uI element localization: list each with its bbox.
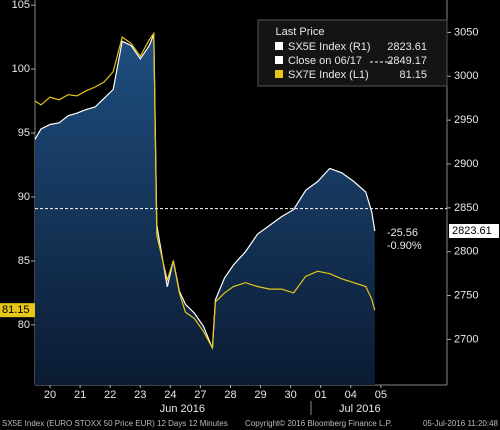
month-label: Jun 2016 <box>160 403 205 415</box>
x-tick-label: 05 <box>375 389 387 401</box>
last-value: 81.15 <box>2 304 30 316</box>
last-value-box <box>449 223 499 238</box>
footer-text: Copyright© 2016 Bloomberg Finance L.P. <box>245 419 392 428</box>
line <box>34 31 376 351</box>
annotation: -25.56 <box>387 227 418 239</box>
footer-text: SX5E Index (EURO STOXX 50 Price EUR) 12 … <box>2 419 228 428</box>
y2-tick-label: 3050 <box>454 26 478 38</box>
y-tick-label: 85 <box>18 255 30 267</box>
area <box>35 34 375 385</box>
x-tick-label: 23 <box>134 389 146 401</box>
legend-value: 81.15 <box>399 69 427 81</box>
y2-tick-label: 2700 <box>454 333 478 345</box>
legend-label: Close on 06/17 <box>288 55 362 67</box>
footer-text: 05-Jul-2016 11:20:48 <box>423 419 499 428</box>
x-tick-label: 29 <box>254 389 266 401</box>
legend-title: Last Price <box>276 26 325 38</box>
y2-tick-label: 2900 <box>454 158 478 170</box>
y-tick-label: 100 <box>12 63 30 75</box>
y2-tick-label: 2950 <box>454 114 478 126</box>
y2-tick-label: 2750 <box>454 289 478 301</box>
line <box>34 33 376 349</box>
y2-tick-label: 2800 <box>454 246 478 258</box>
last-value-box <box>0 303 35 318</box>
legend-label: SX5E Index (R1) <box>288 41 371 53</box>
legend-label: SX7E Index (L1) <box>288 69 369 81</box>
y2-tick-label: 3000 <box>454 70 478 82</box>
y-tick-label: 95 <box>18 127 30 139</box>
annotation: -0.90% <box>387 240 422 252</box>
y-tick-label: 90 <box>18 191 30 203</box>
legend-box <box>257 19 448 87</box>
legend-value: 2823.61 <box>387 41 427 53</box>
x-tick-label: 21 <box>74 389 86 401</box>
x-tick-label: 04 <box>345 389 357 401</box>
x-tick-label: 24 <box>164 389 176 401</box>
x-tick-label: 28 <box>224 389 236 401</box>
legend-swatch <box>275 70 283 78</box>
legend-value: 2849.17 <box>387 55 427 67</box>
last-value: 2823.61 <box>452 225 492 237</box>
x-axis-band <box>0 385 500 415</box>
legend-swatch <box>275 56 283 64</box>
x-tick-label: 01 <box>315 389 327 401</box>
month-label: Jul 2016 <box>339 403 381 415</box>
x-tick-label: 27 <box>194 389 206 401</box>
y2-tick-label: 2850 <box>454 202 478 214</box>
x-tick-label: 20 <box>44 389 56 401</box>
legend-swatch <box>275 42 283 50</box>
plot: 80 85 90 95 100 105 2700 2750 2800 2850 2900 2950 30… <box>0 0 500 415</box>
x-tick-label: 30 <box>284 389 296 401</box>
y-tick-label: 105 <box>12 0 30 11</box>
x-tick-label: 22 <box>104 389 116 401</box>
y-tick-label: 80 <box>18 319 30 331</box>
